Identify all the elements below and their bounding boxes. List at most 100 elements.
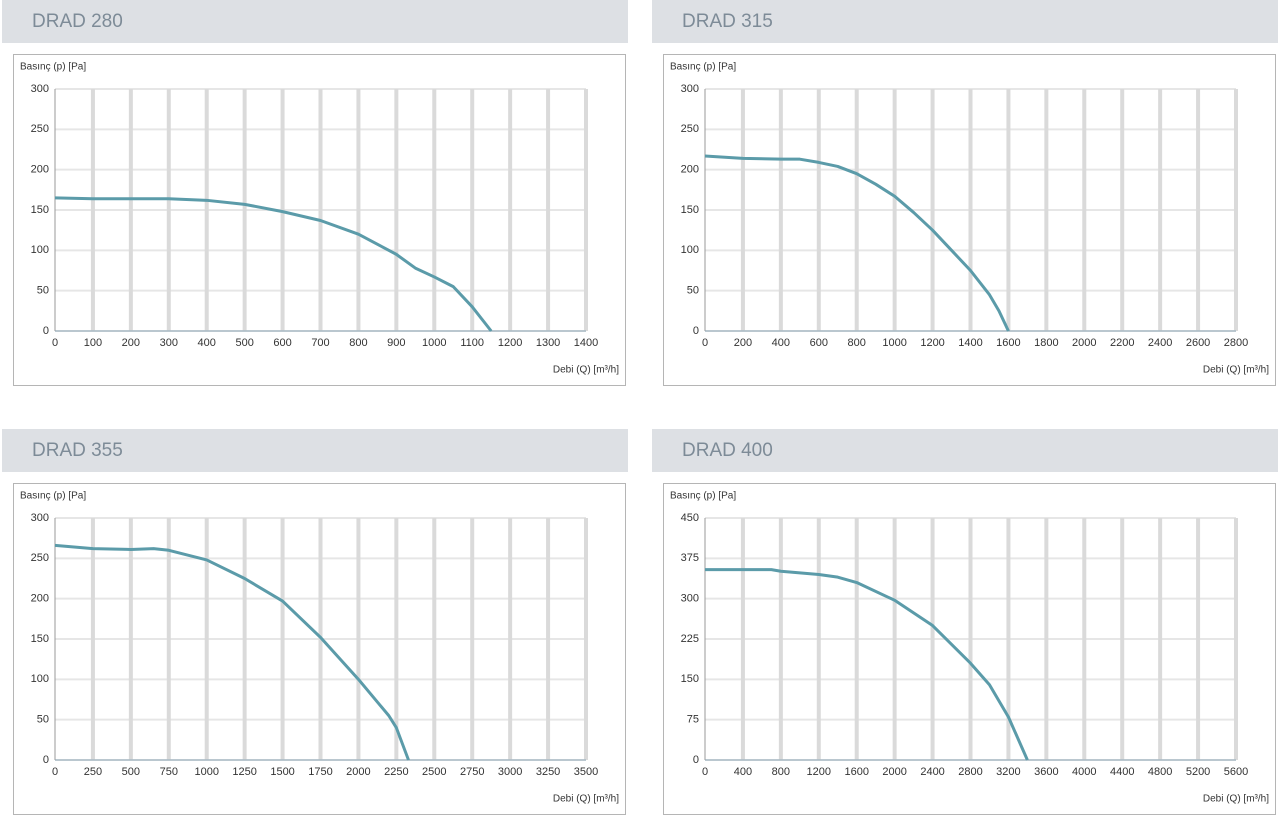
- x-tick-label: 2400: [1148, 337, 1172, 349]
- x-tick-label: 1800: [1034, 337, 1058, 349]
- x-tick-label: 5600: [1224, 766, 1248, 778]
- y-tick-label: 0: [43, 754, 49, 766]
- x-tick-label: 200: [122, 337, 140, 349]
- x-tick-label: 2400: [920, 766, 944, 778]
- x-tick-label: 2250: [384, 766, 408, 778]
- x-tick-label: 1400: [958, 337, 982, 349]
- x-tick-label: 4800: [1148, 766, 1172, 778]
- chart-title: DRAD 315: [682, 11, 773, 32]
- y-axis-label: Basınç (p) [Pa]: [670, 491, 736, 502]
- x-tick-label: 300: [160, 337, 178, 349]
- x-tick-label: 600: [273, 337, 291, 349]
- x-tick-label: 1500: [270, 766, 294, 778]
- x-tick-label: 2800: [1224, 337, 1248, 349]
- x-tick-label: 2000: [346, 766, 370, 778]
- y-tick-label: 150: [31, 633, 49, 645]
- y-tick-label: 150: [31, 204, 49, 216]
- x-axis-label: Debi (Q) [m³/h]: [1203, 794, 1269, 805]
- y-tick-label: 300: [31, 83, 49, 95]
- x-tick-label: 900: [387, 337, 405, 349]
- y-tick-label: 50: [37, 285, 49, 297]
- y-tick-label: 300: [681, 83, 699, 95]
- x-tick-label: 400: [734, 766, 752, 778]
- x-tick-label: 1300: [536, 337, 560, 349]
- y-tick-label: 150: [681, 204, 699, 216]
- y-tick-label: 225: [681, 633, 699, 645]
- x-tick-label: 1250: [232, 766, 256, 778]
- y-tick-label: 250: [31, 123, 49, 135]
- x-tick-label: 0: [702, 337, 708, 349]
- x-tick-label: 100: [84, 337, 102, 349]
- x-tick-label: 5200: [1186, 766, 1210, 778]
- x-tick-label: 250: [84, 766, 102, 778]
- x-tick-label: 3200: [996, 766, 1020, 778]
- x-tick-label: 700: [311, 337, 329, 349]
- y-tick-label: 300: [31, 512, 49, 524]
- y-tick-label: 250: [31, 552, 49, 564]
- x-tick-label: 2500: [422, 766, 446, 778]
- chart-title: DRAD 400: [682, 440, 773, 461]
- x-tick-label: 200: [734, 337, 752, 349]
- x-tick-label: 1000: [194, 766, 218, 778]
- x-tick-label: 1200: [807, 766, 831, 778]
- x-tick-label: 1000: [882, 337, 906, 349]
- y-axis-label: Basınç (p) [Pa]: [20, 62, 86, 73]
- y-tick-label: 100: [31, 244, 49, 256]
- y-tick-label: 75: [687, 714, 699, 726]
- x-tick-label: 400: [772, 337, 790, 349]
- y-tick-label: 300: [681, 593, 699, 605]
- x-tick-label: 2200: [1110, 337, 1134, 349]
- header-bar: [2, 0, 628, 43]
- x-tick-label: 2000: [882, 766, 906, 778]
- x-axis-label: Debi (Q) [m³/h]: [553, 794, 619, 805]
- y-tick-label: 200: [31, 593, 49, 605]
- curve: [705, 568, 1029, 761]
- x-tick-label: 1000: [422, 337, 446, 349]
- x-tick-label: 2600: [1186, 337, 1210, 349]
- y-tick-label: 375: [681, 552, 699, 564]
- curve: [54, 543, 410, 761]
- y-tick-label: 100: [31, 673, 49, 685]
- x-tick-label: 2000: [1072, 337, 1096, 349]
- y-tick-label: 200: [31, 164, 49, 176]
- x-tick-label: 4400: [1110, 766, 1134, 778]
- x-tick-label: 600: [810, 337, 828, 349]
- header-bar: [652, 0, 1278, 43]
- x-axis-label: Debi (Q) [m³/h]: [1203, 365, 1269, 376]
- x-tick-label: 4000: [1072, 766, 1096, 778]
- x-tick-label: 1200: [498, 337, 522, 349]
- x-tick-label: 500: [122, 766, 140, 778]
- x-tick-label: 0: [52, 766, 58, 778]
- x-tick-label: 0: [702, 766, 708, 778]
- x-tick-label: 3600: [1034, 766, 1058, 778]
- y-axis-label: Basınç (p) [Pa]: [670, 62, 736, 73]
- x-tick-label: 0: [52, 337, 58, 349]
- x-tick-label: 800: [848, 337, 866, 349]
- x-tick-label: 800: [349, 337, 367, 349]
- chart-title: DRAD 355: [32, 440, 123, 461]
- x-tick-label: 500: [235, 337, 253, 349]
- header-bar: [2, 429, 628, 472]
- y-tick-label: 0: [693, 325, 699, 337]
- x-tick-label: 800: [772, 766, 790, 778]
- curve: [704, 154, 1010, 332]
- y-tick-label: 250: [681, 123, 699, 135]
- y-tick-label: 150: [681, 673, 699, 685]
- x-tick-label: 3250: [536, 766, 560, 778]
- x-tick-label: 1600: [996, 337, 1020, 349]
- x-tick-label: 400: [198, 337, 216, 349]
- x-tick-label: 2750: [460, 766, 484, 778]
- y-tick-label: 450: [681, 512, 699, 524]
- x-tick-label: 1600: [844, 766, 868, 778]
- y-tick-label: 50: [687, 285, 699, 297]
- x-tick-label: 3500: [574, 766, 598, 778]
- y-axis-label: Basınç (p) [Pa]: [20, 491, 86, 502]
- x-tick-label: 3000: [498, 766, 522, 778]
- header-bar: [652, 429, 1278, 472]
- x-tick-label: 1400: [574, 337, 598, 349]
- y-tick-label: 100: [681, 244, 699, 256]
- curve: [54, 196, 493, 332]
- y-tick-label: 0: [693, 754, 699, 766]
